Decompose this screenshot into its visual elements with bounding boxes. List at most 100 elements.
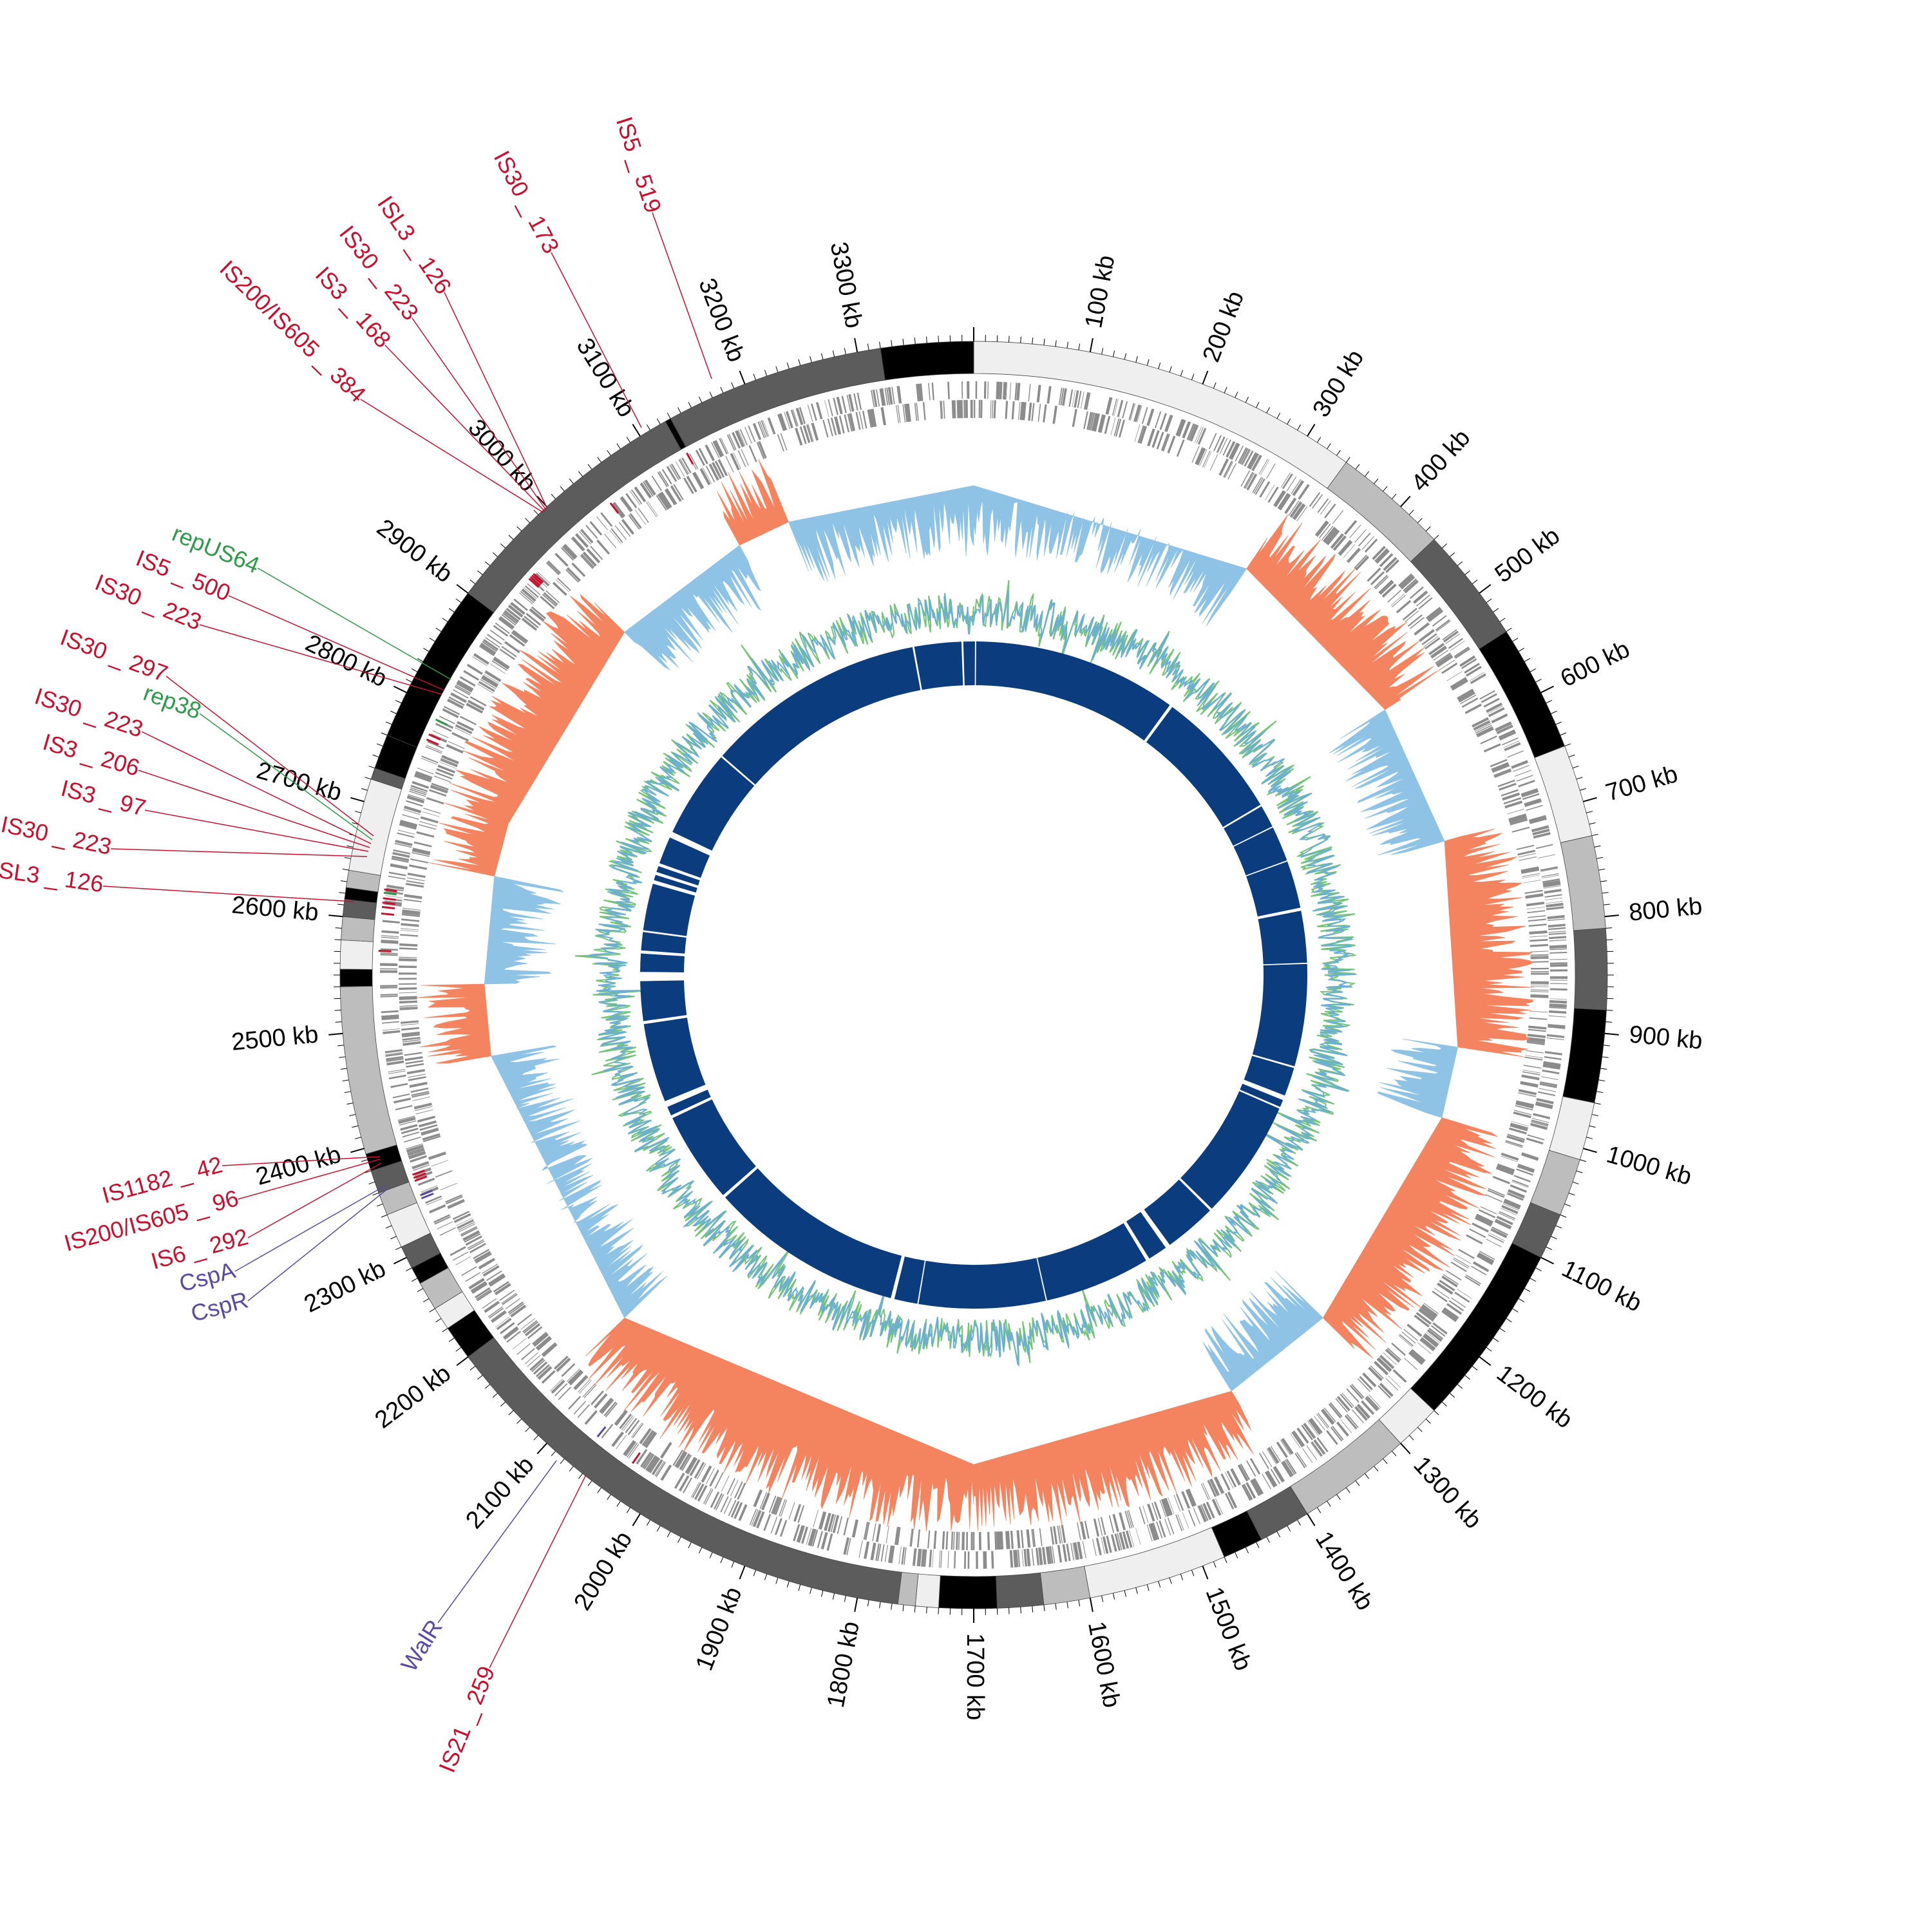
minor-tick	[1572, 765, 1579, 769]
gene-feature	[1546, 902, 1564, 908]
gene-feature	[1291, 502, 1303, 518]
gene-feature	[1200, 1483, 1209, 1501]
gene-feature	[1516, 1168, 1533, 1176]
gene-feature	[1052, 405, 1057, 424]
gene-feature	[793, 1504, 802, 1522]
tick-label: 200 kb	[1198, 287, 1249, 366]
minor-tick	[597, 457, 602, 463]
gene-feature	[1220, 1473, 1231, 1491]
gene-feature	[1483, 743, 1501, 753]
gene-feature	[1508, 1189, 1525, 1198]
gene-feature	[1492, 765, 1510, 773]
gene-feature	[672, 1449, 683, 1466]
gene-feature	[956, 400, 960, 419]
gene-feature	[399, 987, 417, 990]
gene-feature	[1013, 1549, 1017, 1567]
gene-feature	[1528, 915, 1546, 918]
gene-feature	[857, 392, 862, 410]
gene-feature	[1251, 455, 1262, 471]
gene-feature	[942, 1531, 945, 1549]
gene-feature	[835, 416, 842, 435]
gene-feature	[465, 1272, 480, 1282]
feature-mark	[381, 905, 395, 910]
gene-feature	[628, 1444, 639, 1459]
gene-feature	[1549, 1010, 1567, 1014]
gene-feature	[541, 1370, 556, 1384]
gene-feature	[1435, 654, 1453, 667]
conserved-block	[976, 641, 1170, 741]
gene-feature	[1540, 1081, 1558, 1086]
gene-feature	[1291, 1431, 1303, 1448]
gene-feature	[807, 404, 813, 422]
major-tick	[1307, 424, 1316, 437]
gene-feature	[1530, 981, 1549, 985]
gene-feature	[646, 502, 657, 518]
gene-feature	[1238, 447, 1247, 464]
gene-feature	[927, 1530, 931, 1549]
gene-feature	[605, 1403, 618, 1417]
gene-feature	[585, 525, 598, 539]
gene-feature	[1496, 1215, 1513, 1226]
minor-tick	[417, 658, 424, 662]
gene-feature	[661, 469, 672, 485]
minor-tick	[361, 1159, 368, 1162]
gene-track	[380, 381, 1567, 1569]
minor-tick	[1486, 1347, 1492, 1352]
minor-tick	[1555, 1225, 1562, 1229]
gene-feature	[401, 913, 420, 918]
gene-feature	[458, 679, 474, 690]
gene-feature	[1102, 1536, 1109, 1554]
gene-feature	[1187, 1488, 1197, 1506]
gene-feature	[452, 1211, 470, 1220]
gene-feature	[651, 1459, 663, 1475]
minor-tick	[1594, 845, 1601, 848]
gene-feature	[753, 1489, 761, 1507]
gene-feature	[1188, 1510, 1196, 1526]
gene-feature	[1451, 1297, 1466, 1308]
gene-feature	[410, 787, 427, 794]
minor-tick	[395, 700, 402, 704]
gene-feature	[943, 401, 945, 419]
gene-feature	[1516, 775, 1533, 782]
gene-feature	[1521, 1153, 1539, 1161]
gene-feature	[1409, 617, 1425, 629]
gene-feature	[459, 715, 477, 726]
gene-feature	[1086, 412, 1092, 430]
major-tick	[739, 1566, 746, 1580]
gene-feature	[837, 1516, 843, 1534]
tick-label: 1300 kb	[1408, 1452, 1486, 1534]
gene-feature	[381, 936, 399, 939]
gene-feature	[1207, 1480, 1217, 1497]
minor-tick	[1591, 1113, 1598, 1117]
gene-feature	[1175, 419, 1184, 437]
gene-feature	[1224, 1493, 1235, 1510]
gene-feature	[1253, 1478, 1264, 1495]
gene-feature	[1376, 549, 1390, 564]
gene-feature	[1474, 1217, 1492, 1227]
gene-feature	[401, 1023, 419, 1026]
gene-feature	[569, 1370, 584, 1386]
gene-feature	[600, 512, 613, 527]
gene-feature	[1301, 1425, 1314, 1441]
gene-feature	[1231, 1468, 1242, 1486]
minor-tick	[891, 340, 893, 347]
minor-tick	[1518, 648, 1524, 652]
gene-feature	[1543, 1063, 1561, 1068]
gene-feature	[483, 639, 499, 651]
gene-feature	[506, 1331, 522, 1343]
gene-feature	[870, 1542, 875, 1560]
conserved-block	[974, 641, 975, 686]
annotation-label: IS3 _ 97	[59, 775, 149, 821]
gene-feature	[753, 1490, 763, 1508]
minor-tick	[607, 1494, 611, 1501]
gene-feature	[846, 1538, 851, 1555]
gene-feature	[1472, 1261, 1490, 1273]
minor-tick	[1589, 1125, 1596, 1128]
gene-feature	[1128, 402, 1135, 421]
annotation-label: IS21 _ 259	[433, 1662, 500, 1776]
gene-feature	[976, 1551, 978, 1569]
conserved-block	[1144, 1179, 1210, 1245]
gene-feature	[1379, 1354, 1395, 1369]
gene-feature	[1530, 1122, 1548, 1130]
gene-feature	[531, 606, 547, 620]
